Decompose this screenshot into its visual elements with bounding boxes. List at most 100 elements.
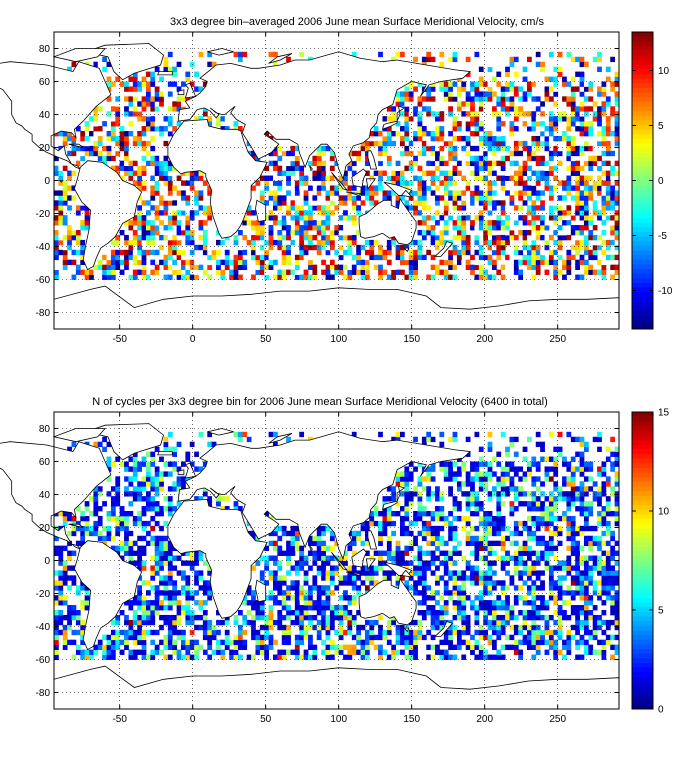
bin-cell xyxy=(505,254,510,261)
bin-cell xyxy=(500,486,506,492)
bin-cell xyxy=(54,649,59,655)
bin-cell xyxy=(583,600,589,606)
bin-cell xyxy=(557,486,563,492)
bin-cell xyxy=(452,515,458,522)
bin-cell xyxy=(286,649,291,655)
bin-cell xyxy=(531,491,537,497)
bin-cell xyxy=(404,274,410,280)
bin-cell xyxy=(106,264,112,270)
bin-cell xyxy=(351,269,357,275)
bin-cell xyxy=(154,600,160,606)
bin-cell xyxy=(465,575,471,581)
bin-cell xyxy=(62,560,68,566)
bin-cell xyxy=(583,629,589,636)
bin-cell xyxy=(237,264,243,270)
bin-cell xyxy=(443,654,449,660)
bin-cell xyxy=(198,170,204,176)
bin-cell xyxy=(391,239,397,246)
bin-cell xyxy=(167,501,173,507)
bin-cell xyxy=(290,595,296,601)
bin-cell xyxy=(382,496,388,502)
bin-cell xyxy=(575,200,580,206)
bin-cell xyxy=(286,225,291,231)
bin-cell xyxy=(137,180,142,186)
bin-cell xyxy=(548,264,554,270)
bin-cell xyxy=(478,501,484,507)
bin-cell xyxy=(137,491,142,497)
bin-cell xyxy=(58,200,64,206)
bin-cell xyxy=(128,160,134,167)
bin-cell xyxy=(198,624,204,631)
bin-cell xyxy=(583,535,589,542)
bin-cell xyxy=(259,220,265,226)
bin-cell xyxy=(391,170,397,176)
bin-cell xyxy=(360,644,366,650)
bin-cell xyxy=(470,81,475,87)
bin-cell xyxy=(605,195,611,201)
bin-cell xyxy=(395,56,401,63)
bin-cell xyxy=(119,520,125,527)
bin-cell xyxy=(413,135,418,142)
bin-cell xyxy=(185,96,191,102)
bin-cell xyxy=(369,190,375,196)
bin-cell xyxy=(54,244,59,251)
bin-cell xyxy=(75,239,81,246)
bin-cell xyxy=(216,239,221,246)
bin-cell xyxy=(448,264,453,270)
bin-cell xyxy=(583,205,589,211)
bin-cell xyxy=(557,51,563,58)
bin-cell xyxy=(299,230,305,236)
bin-cell xyxy=(465,264,471,270)
bin-cell xyxy=(181,639,186,646)
bin-cell xyxy=(592,555,598,561)
bin-cell xyxy=(404,254,410,261)
bin-cell xyxy=(316,634,322,641)
bin-cell xyxy=(71,150,77,157)
bin-cell xyxy=(522,234,528,241)
bin-cell xyxy=(321,180,326,186)
bin-cell xyxy=(360,259,366,266)
bin-cell xyxy=(465,515,471,522)
bin-cell xyxy=(391,649,397,655)
bin-cell xyxy=(610,239,616,246)
bin-cell xyxy=(614,66,620,72)
bin-cell xyxy=(518,530,524,537)
bin-cell xyxy=(500,535,506,542)
bin-cell xyxy=(124,170,129,176)
bin-cell xyxy=(347,160,353,167)
bin-cell xyxy=(294,165,300,171)
bin-cell xyxy=(500,249,506,256)
bin-cell xyxy=(277,649,283,655)
bin-cell xyxy=(334,649,340,655)
bin-cell xyxy=(491,205,497,211)
bin-cell xyxy=(421,570,427,576)
bin-cell xyxy=(189,264,195,270)
bin-cell xyxy=(294,570,300,576)
bin-cell xyxy=(601,150,607,157)
bin-cell xyxy=(198,51,204,58)
bin-cell xyxy=(194,644,199,650)
bin-cell xyxy=(496,555,502,561)
bin-cell xyxy=(299,215,305,221)
bin-cell xyxy=(84,525,90,532)
bin-cell xyxy=(500,239,506,246)
bin-cell xyxy=(176,501,182,507)
bin-cell xyxy=(172,629,178,636)
bin-cell xyxy=(67,605,72,611)
bin-cell xyxy=(413,649,418,655)
bin-cell xyxy=(391,274,397,280)
bin-cell xyxy=(527,259,532,266)
bin-cell xyxy=(360,274,366,280)
bin-cell xyxy=(281,595,287,601)
bin-cell xyxy=(194,220,199,226)
bin-cell xyxy=(364,195,370,201)
bin-cell xyxy=(145,234,151,241)
bin-cell xyxy=(452,81,458,87)
bin-cell xyxy=(487,81,493,87)
bin-cell xyxy=(185,239,191,246)
colorbar-segment xyxy=(632,96,653,102)
bin-cell xyxy=(518,230,524,236)
bin-cell xyxy=(312,540,318,547)
bin-cell xyxy=(167,560,173,566)
bin-cell xyxy=(579,205,585,211)
